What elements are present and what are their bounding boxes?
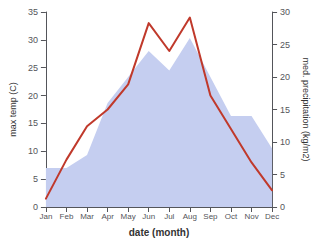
svg-text:Jun: Jun xyxy=(142,212,155,221)
svg-text:0: 0 xyxy=(33,202,38,212)
svg-text:15: 15 xyxy=(280,105,290,115)
svg-text:Jul: Jul xyxy=(164,212,174,221)
svg-text:5: 5 xyxy=(33,174,38,184)
svg-text:20: 20 xyxy=(280,72,290,82)
svg-text:Aug: Aug xyxy=(183,212,197,221)
svg-text:Dec: Dec xyxy=(265,212,279,221)
svg-text:10: 10 xyxy=(280,137,290,147)
svg-text:Nov: Nov xyxy=(244,212,258,221)
svg-text:10: 10 xyxy=(28,146,38,156)
svg-text:Mar: Mar xyxy=(80,212,94,221)
svg-text:30: 30 xyxy=(280,7,290,17)
svg-text:30: 30 xyxy=(28,35,38,45)
svg-text:Oct: Oct xyxy=(225,212,238,221)
svg-text:35: 35 xyxy=(28,7,38,17)
svg-text:May: May xyxy=(121,212,136,221)
svg-text:Jan: Jan xyxy=(39,212,52,221)
svg-text:med. precipitation (kg/m2): med. precipitation (kg/m2) xyxy=(301,57,311,161)
svg-text:25: 25 xyxy=(28,63,38,73)
svg-text:Apr: Apr xyxy=(101,212,114,221)
svg-text:max temp (C): max temp (C) xyxy=(8,82,18,137)
svg-text:5: 5 xyxy=(280,170,285,180)
svg-text:25: 25 xyxy=(280,40,290,50)
svg-text:15: 15 xyxy=(28,118,38,128)
svg-text:date (month): date (month) xyxy=(129,227,190,238)
svg-text:Sep: Sep xyxy=(203,212,218,221)
svg-text:20: 20 xyxy=(28,91,38,101)
svg-text:Feb: Feb xyxy=(60,212,74,221)
svg-text:0: 0 xyxy=(280,202,285,212)
